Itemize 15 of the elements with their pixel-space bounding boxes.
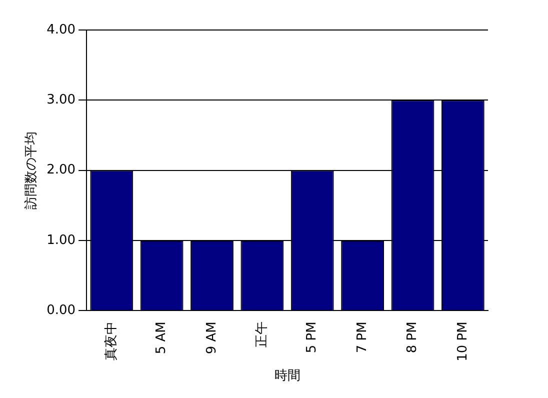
x-tick-label: 5 AM — [154, 322, 170, 354]
y-tick-label: 1.00 — [46, 232, 76, 248]
y-tick-label: 4.00 — [46, 22, 76, 38]
x-tick-label: 7 PM — [354, 322, 370, 354]
x-tick-label: 5 PM — [304, 322, 320, 354]
y-tick-label: 2.00 — [46, 162, 76, 178]
x-tick-label: 正午 — [254, 322, 270, 348]
x-tick-label: 9 AM — [204, 322, 220, 354]
y-axis-title: 訪問数の平均 — [24, 131, 40, 210]
x-tick-label: 真夜中 — [103, 322, 120, 361]
x-tick-label: 10 PM — [455, 322, 470, 362]
x-tick-label: 8 PM — [405, 322, 420, 354]
y-tick-label: 0.00 — [46, 303, 76, 318]
y-tick-label: 3.00 — [46, 92, 76, 108]
x-axis-title: 時間 — [274, 368, 300, 384]
